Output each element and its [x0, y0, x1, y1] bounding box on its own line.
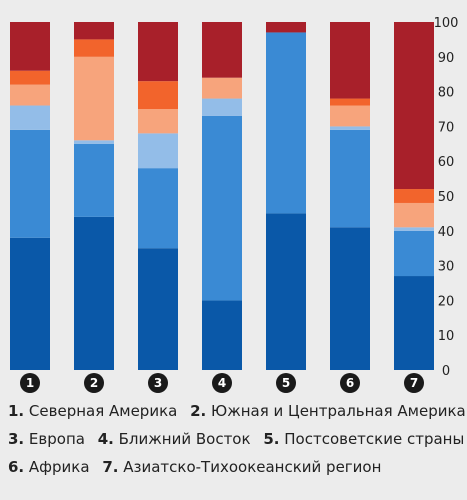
bar-segment	[74, 22, 114, 40]
bar-segment	[330, 22, 370, 99]
legend-number: 2.	[190, 402, 207, 420]
y-tick-label: 90	[438, 51, 455, 66]
category-badge	[84, 373, 104, 393]
legend-label: Постсоветские страны	[284, 430, 465, 448]
legend-entry: 3. Европа	[8, 432, 85, 447]
category-label: 3	[154, 376, 162, 390]
legend: 1. Северная Америка 2. Южная и Центральн…	[8, 404, 466, 488]
bar-segment	[10, 237, 50, 370]
bar-segment	[266, 22, 306, 33]
bar-segment	[74, 39, 114, 57]
category-badge	[148, 373, 168, 393]
bar-segment	[394, 230, 434, 277]
legend-entry: 4. Ближний Восток	[98, 432, 251, 447]
bar-segment	[138, 248, 178, 370]
category-badge	[20, 373, 40, 393]
bar-segment	[394, 22, 434, 190]
bar-segment	[202, 22, 242, 78]
legend-number: 6.	[8, 458, 25, 476]
category-label: 6	[346, 376, 354, 390]
legend-line: 6. Африка 7. Азиатско-Тихоокеанский реги…	[8, 460, 463, 488]
bar-segment	[10, 129, 50, 238]
bar-segment	[330, 105, 370, 127]
legend-label: Северная Америка	[28, 402, 178, 420]
legend-line: 1. Северная Америка 2. Южная и Центральн…	[8, 404, 466, 432]
legend-label: Ближний Восток	[118, 430, 251, 448]
legend-line: 3. Европа 4. Ближний Восток 5. Постсовет…	[8, 432, 464, 460]
legend-number: 3.	[8, 430, 25, 448]
y-tick-label: 100	[434, 16, 459, 31]
legend-label: Европа	[28, 430, 85, 448]
bar-segment	[330, 126, 370, 130]
bar-segment	[10, 105, 50, 130]
legend-entry: 7. Азиатско-Тихоокеанский регион	[102, 460, 381, 475]
bar-segment	[394, 189, 434, 203]
bar-segment	[394, 202, 434, 228]
bar-segment	[330, 98, 370, 106]
bar-segment	[202, 98, 242, 116]
category-badge	[340, 373, 360, 393]
bar-segment	[266, 213, 306, 370]
bar-segment	[10, 70, 50, 85]
y-tick-label: 60	[438, 155, 455, 170]
bar-segment	[74, 216, 114, 370]
bar-segment	[330, 129, 370, 228]
category-badges: 1 2 3 4 5 6 7	[20, 373, 424, 393]
bar-segment	[74, 56, 114, 141]
bar-segment	[74, 143, 114, 217]
y-tick-label: 20	[438, 294, 455, 309]
bar-segment	[10, 22, 50, 71]
bar-segment	[202, 115, 242, 301]
category-badge	[212, 373, 232, 393]
legend-number: 1.	[8, 402, 25, 420]
y-tick-label: 0	[442, 364, 450, 379]
y-tick-label: 30	[438, 260, 455, 275]
legend-entry: 5. Постсоветские страны	[263, 432, 464, 447]
y-axis-ticks: 0 10 20 30 40 50 60 70 80 90 100	[434, 16, 459, 379]
bar-segment	[10, 84, 50, 106]
category-label: 7	[410, 376, 418, 390]
bars-group	[10, 22, 434, 370]
legend-entry: 6. Африка	[8, 460, 90, 475]
bar-segment	[330, 227, 370, 370]
stacked-bar-chart: 1 2 3 4 5 6 7 0 10 20 30 40 50 60 70 80 90 100	[10, 16, 459, 393]
bar-segment	[138, 168, 178, 249]
bar-segment	[138, 81, 178, 109]
legend-label: Азиатско-Тихоокеанский регион	[123, 458, 382, 476]
bar-segment	[138, 22, 178, 82]
bar-segment	[202, 77, 242, 99]
legend-entry: 2. Южная и Центральная Америка	[190, 404, 466, 419]
y-tick-label: 80	[438, 86, 455, 101]
bar-segment	[138, 109, 178, 134]
category-label: 2	[90, 376, 98, 390]
y-tick-label: 70	[438, 120, 455, 135]
y-tick-label: 50	[438, 190, 455, 205]
y-tick-label: 40	[438, 225, 455, 240]
category-label: 5	[282, 376, 290, 390]
bar-segment	[394, 276, 434, 370]
legend-number: 5.	[263, 430, 280, 448]
category-label: 4	[218, 376, 226, 390]
category-label: 1	[26, 376, 34, 390]
bar-segment	[74, 140, 114, 144]
category-badge	[404, 373, 424, 393]
category-badge	[276, 373, 296, 393]
bar-segment	[394, 227, 434, 231]
legend-entry: 1. Северная Америка	[8, 404, 177, 419]
legend-label: Южная и Центральная Америка	[211, 402, 466, 420]
y-tick-label: 10	[438, 329, 455, 344]
legend-number: 7.	[102, 458, 119, 476]
bar-segment	[266, 32, 306, 214]
bar-segment	[202, 300, 242, 370]
legend-label: Африка	[28, 458, 90, 476]
bar-segment	[138, 133, 178, 169]
legend-number: 4.	[97, 430, 114, 448]
